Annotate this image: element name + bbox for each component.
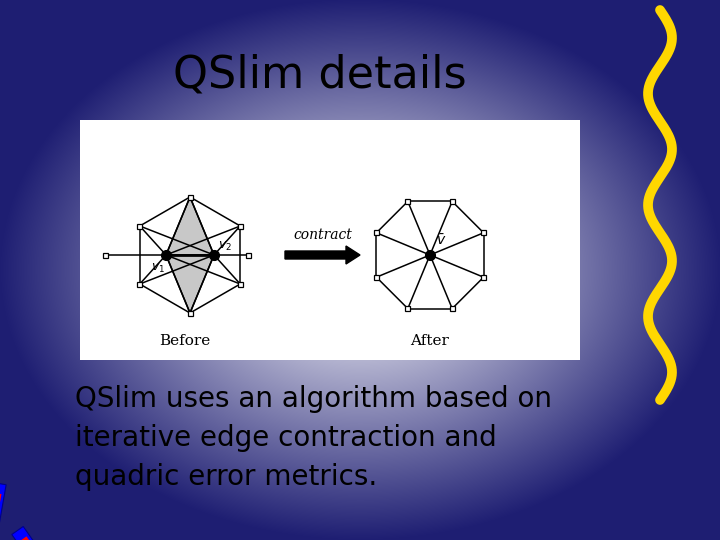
Polygon shape <box>20 536 67 540</box>
FancyArrow shape <box>285 246 360 264</box>
Bar <box>481 275 486 280</box>
Text: After: After <box>410 334 449 348</box>
Bar <box>405 306 410 311</box>
Text: contract: contract <box>293 228 352 242</box>
Bar <box>450 306 455 311</box>
Text: Before: Before <box>159 334 211 348</box>
Text: $\bar{v}$: $\bar{v}$ <box>436 233 446 248</box>
Polygon shape <box>166 255 214 313</box>
Bar <box>450 199 455 204</box>
Bar <box>187 194 192 199</box>
Bar <box>481 230 486 235</box>
Bar <box>80 120 580 360</box>
Bar <box>187 310 192 315</box>
Text: $v_2$: $v_2$ <box>218 240 232 253</box>
Polygon shape <box>0 482 6 540</box>
Text: QSlim details: QSlim details <box>174 53 467 97</box>
Bar <box>238 281 243 287</box>
Bar <box>405 199 410 204</box>
Bar <box>104 253 109 258</box>
Bar <box>246 253 251 258</box>
Polygon shape <box>166 197 214 255</box>
Bar <box>374 230 379 235</box>
Bar <box>138 281 143 287</box>
Bar <box>374 275 379 280</box>
Bar <box>138 224 143 228</box>
Text: $v_1$: $v_1$ <box>151 262 165 275</box>
Bar <box>238 224 243 228</box>
Polygon shape <box>12 526 75 540</box>
Text: QSlim uses an algorithm based on
iterative edge contraction and
quadric error me: QSlim uses an algorithm based on iterati… <box>75 385 552 491</box>
Polygon shape <box>0 492 1 540</box>
